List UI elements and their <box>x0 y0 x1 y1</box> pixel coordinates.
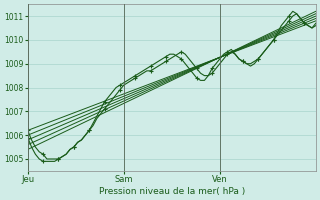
X-axis label: Pression niveau de la mer( hPa ): Pression niveau de la mer( hPa ) <box>99 187 245 196</box>
